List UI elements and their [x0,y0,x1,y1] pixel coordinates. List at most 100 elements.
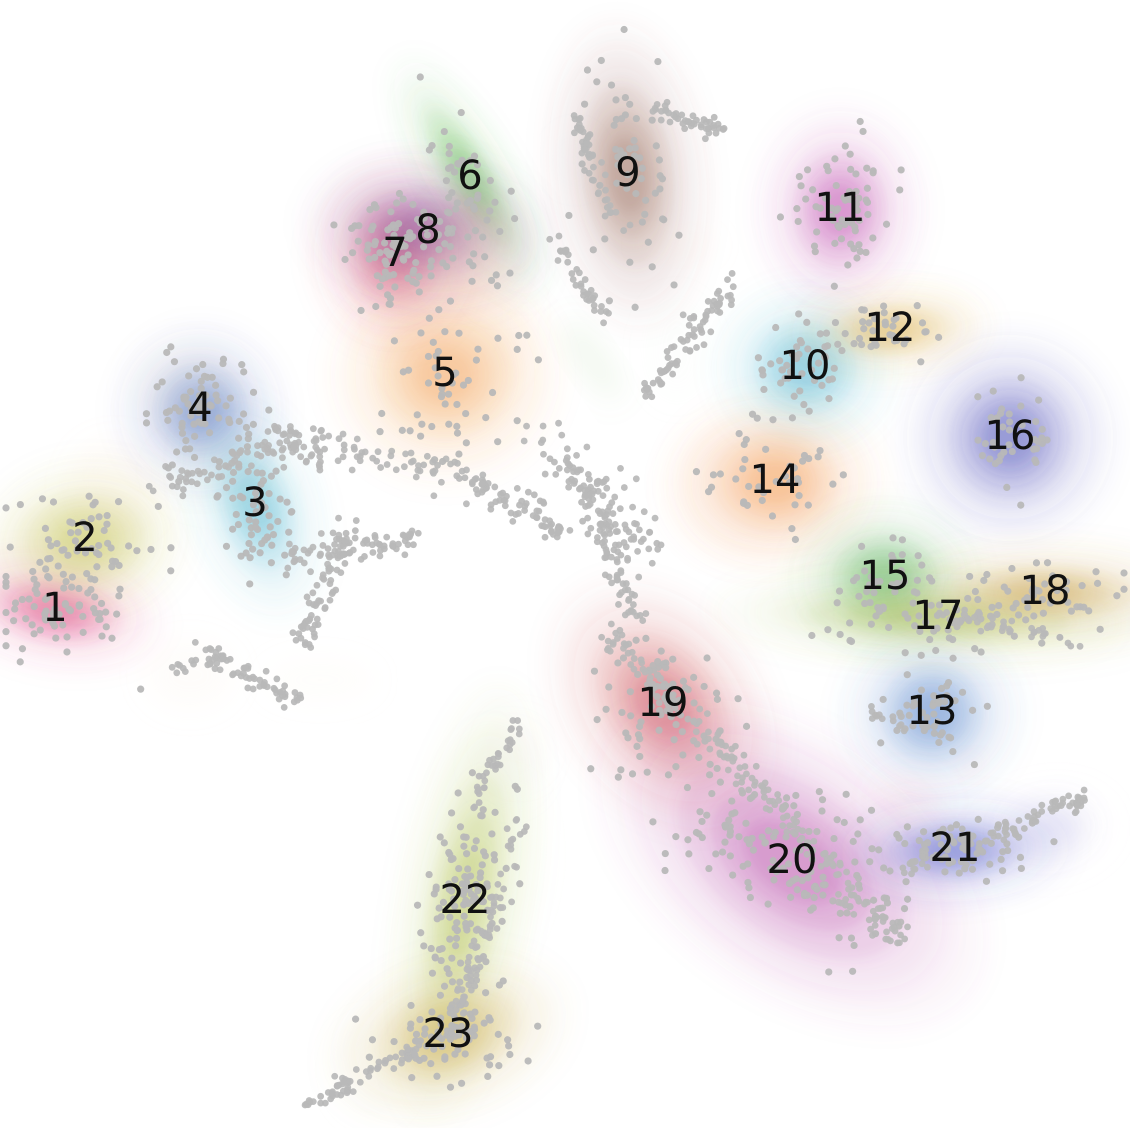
scatter-point [823,162,831,170]
scatter-point [163,348,171,357]
scatter-point [239,410,248,418]
scatter-point [432,883,440,891]
scatter-point [930,729,938,737]
scatter-point [471,894,480,902]
scatter-point [375,1058,383,1066]
scatter-point [828,860,836,868]
scatter-point [712,689,721,697]
scatter-point [632,114,640,123]
scatter-point [520,828,528,835]
scatter-point [234,520,243,529]
scatter-point [593,534,601,541]
scatter-point [785,879,794,888]
scatter-point [464,865,472,873]
points-layer [2,25,1128,1109]
scatter-point [493,282,502,290]
scatter-point [889,555,897,563]
scatter-point [466,196,474,205]
scatter-point [404,366,413,374]
scatter-point [235,460,243,468]
scatter-point [219,655,227,663]
scatter-point [444,208,452,216]
scatter-point [282,571,290,579]
scatter-point [744,878,752,887]
scatter-point [494,438,502,446]
scatter-point [376,428,384,436]
scatter-point [698,817,706,826]
scatter-point [412,1045,420,1053]
scatter-point [1065,792,1073,800]
scatter-point [98,632,106,640]
scatter-point [541,470,549,478]
scatter-point [874,905,882,912]
scatter-point [1096,625,1104,633]
scatter-point [690,717,698,725]
scatter-point [114,498,123,506]
scatter-point [390,231,398,240]
scatter-point [229,477,237,485]
scatter-point [509,717,517,724]
scatter-point [788,525,796,533]
scatter-point [380,239,389,247]
scatter-point [36,558,44,566]
scatter-point [428,969,437,977]
scatter-point [598,302,605,310]
scatter-point [173,669,181,677]
scatter-point [902,878,910,886]
scatter-point [501,502,509,510]
scatter-point [304,549,312,557]
scatter-point [1052,805,1060,813]
scatter-point [430,492,438,500]
scatter-point [1053,587,1061,595]
scatter-point [595,189,602,197]
scatter-point [73,547,81,555]
scatter-point [612,528,620,535]
scatter-point [326,596,334,604]
scatter-point [596,520,604,528]
scatter-point [845,188,853,196]
scatter-point [838,216,846,224]
scatter-point [856,816,864,824]
scatter-point [716,749,724,757]
scatter-point [665,683,673,691]
scatter-point [300,443,308,451]
scatter-point [601,571,609,579]
scatter-point [638,218,646,226]
scatter-point [823,342,832,350]
scatter-point [779,864,787,872]
scatter-point [318,426,325,434]
scatter-point [51,605,59,613]
scatter-point [451,1015,459,1023]
scatter-point [836,861,844,869]
scatter-point [896,722,903,730]
scatter-point [726,852,734,860]
scatter-point [968,706,977,714]
scatter-point [584,514,592,522]
scatter-point [1014,611,1023,619]
scatter-point [371,253,379,262]
scatter-point [179,486,187,493]
scatter-point [698,833,706,842]
scatter-point [953,606,961,614]
scatter-point [16,658,24,666]
scatter-point [392,466,400,474]
scatter-point [212,648,220,656]
scatter-point [901,839,909,848]
scatter-point [644,238,652,246]
scatter-point [974,393,982,401]
scatter-point [324,545,332,552]
scatter-point [649,818,657,826]
scatter-point [416,219,424,227]
scatter-point [656,674,664,683]
scatter-point [741,455,749,464]
scatter-point [267,559,275,567]
scatter-point [890,316,898,324]
scatter-point [618,589,625,596]
scatter-point [247,462,255,470]
scatter-point [610,546,618,554]
scatter-point [768,512,777,520]
scatter-point [484,906,491,914]
scatter-point [451,1050,459,1058]
scatter-point [462,409,470,418]
scatter-point [944,626,952,634]
